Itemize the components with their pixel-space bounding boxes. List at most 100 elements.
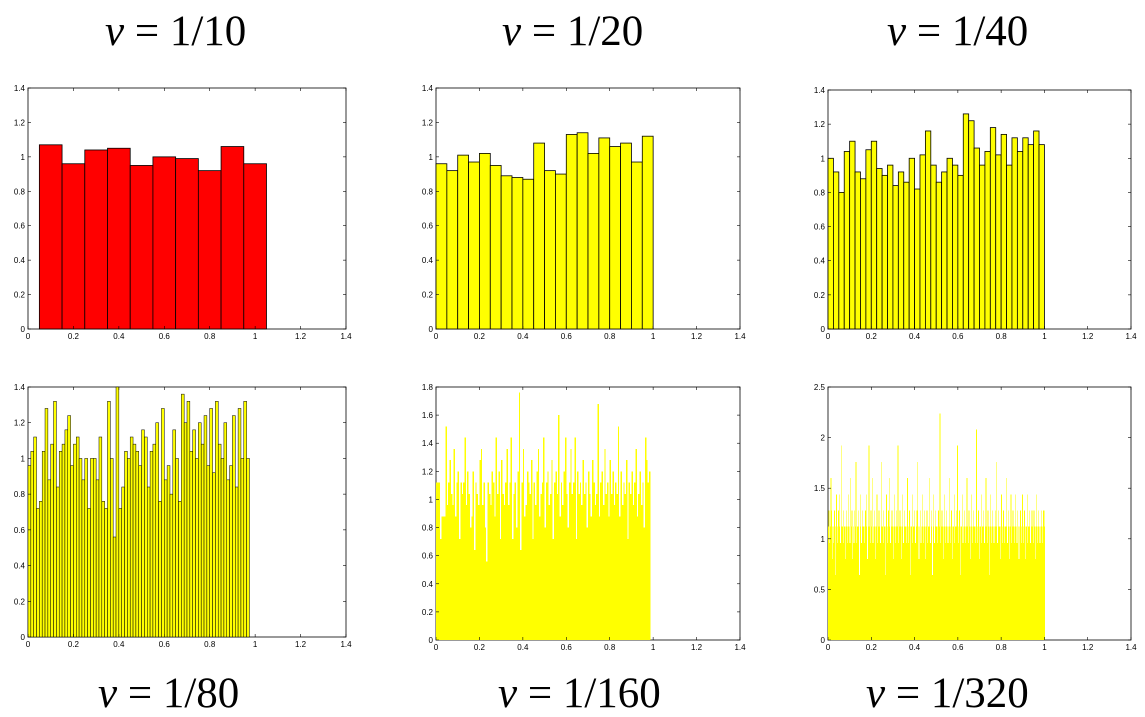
x-tick-label: 1.4 <box>734 332 746 341</box>
histogram-bar <box>555 173 567 330</box>
histogram-bar <box>842 542 844 640</box>
histogram-bar <box>563 471 565 640</box>
histogram-bar <box>941 171 948 330</box>
x-tick-label: 1.4 <box>340 332 352 341</box>
histogram-bar <box>220 146 245 330</box>
histogram-bar <box>152 156 177 330</box>
histogram-bar <box>498 471 500 640</box>
y-tick-label: 0 <box>429 636 434 645</box>
histogram-bar <box>144 436 148 638</box>
histogram-bar <box>1035 526 1037 640</box>
histogram-bar <box>70 465 74 638</box>
histogram-bar <box>871 478 873 640</box>
histogram-bar <box>943 526 945 640</box>
histogram-bar <box>966 478 968 640</box>
histogram-bar <box>576 132 589 330</box>
histogram-bar <box>84 149 108 330</box>
histogram-bar <box>905 526 906 640</box>
histogram-bar <box>232 415 236 638</box>
histogram-bar <box>907 526 909 640</box>
histogram-bar <box>596 493 598 640</box>
histogram-bar <box>1036 542 1038 640</box>
histogram-bar <box>919 526 920 640</box>
histogram-bar <box>969 526 971 640</box>
histogram-bar <box>835 575 837 640</box>
histogram-bar <box>593 482 595 640</box>
histogram-bar <box>843 510 845 640</box>
histogram-bar <box>1038 510 1040 640</box>
histogram-bar <box>1020 510 1021 640</box>
histogram-bar <box>975 526 977 640</box>
histogram-bar <box>630 493 632 640</box>
histogram-bar <box>186 401 191 638</box>
histogram-bar <box>990 542 992 640</box>
histogram-bar <box>198 422 202 638</box>
histogram-bar <box>1032 542 1034 640</box>
histogram-bar <box>58 451 63 638</box>
histogram-bar <box>892 526 893 640</box>
histogram-bar <box>890 526 892 640</box>
histogram-bar <box>212 472 216 638</box>
bars <box>828 413 1046 640</box>
histogram-bar <box>641 135 654 330</box>
histogram-bar <box>620 471 622 640</box>
x-tick-label: 1.2 <box>295 332 307 341</box>
histogram-bar <box>953 494 955 640</box>
histogram-bar <box>959 510 960 640</box>
histogram-bar <box>957 542 959 640</box>
y-tick-label: 0.6 <box>422 222 434 231</box>
histogram-bar <box>1007 542 1008 640</box>
histogram-bar <box>880 542 881 640</box>
histogram-bar <box>161 408 165 638</box>
histogram-bar <box>460 482 462 640</box>
histogram-bar <box>101 501 105 638</box>
histogram-v-1-160: 0 0.2 0.4 0.6 0.8 1 1.2 1.4 0 0.2 0.4 0.6 0.8 1 1.2 1.4… <box>422 383 746 652</box>
histogram-bar <box>76 436 80 638</box>
x-tick-label: 0.4 <box>113 640 125 649</box>
histogram-bar <box>827 157 834 330</box>
histogram-bar <box>571 493 574 640</box>
histogram-bar <box>616 493 618 640</box>
histogram-bar <box>639 471 641 640</box>
histogram-bar <box>554 482 556 640</box>
histogram-bar <box>880 526 882 640</box>
histogram-bar <box>1003 526 1005 640</box>
histogram-bar <box>983 526 985 640</box>
histogram-bar <box>918 559 920 640</box>
histogram-bar <box>1026 494 1028 640</box>
histogram-bar <box>209 408 213 638</box>
panel-label-v-1-160: v = 1/160 <box>498 670 661 717</box>
histogram-bar <box>914 188 921 330</box>
histogram-bar <box>1044 510 1046 640</box>
histogram-bar <box>855 526 856 640</box>
histogram-bar <box>494 516 496 640</box>
histogram-bar <box>503 505 506 640</box>
histogram-bar <box>833 171 840 330</box>
y-tick-label: 0.6 <box>14 526 26 535</box>
histogram-bar <box>518 392 521 640</box>
y-tick-label: 0.6 <box>814 223 826 232</box>
x-tick-label: 1 <box>1042 643 1047 652</box>
histogram-bar <box>480 448 483 640</box>
x-tick-label: 1 <box>651 332 656 341</box>
histogram-bar <box>579 482 582 640</box>
y-tick-label: 0.5 <box>814 585 826 594</box>
histogram-bar <box>946 157 953 330</box>
histogram-bar <box>456 482 458 640</box>
histogram-bar <box>996 461 998 640</box>
histogram-bar <box>478 505 480 640</box>
histogram-bar <box>1022 526 1024 640</box>
histogram-bar <box>947 526 948 640</box>
histogram-bar <box>941 510 943 640</box>
histogram-bar <box>1000 526 1002 640</box>
histogram-bar <box>867 526 869 640</box>
x-tick-label: 0.6 <box>952 643 964 652</box>
histogram-bar <box>529 493 531 640</box>
histogram-bar <box>951 510 952 640</box>
histogram-bar <box>566 493 568 640</box>
histogram-bar <box>41 451 46 638</box>
histogram-bar <box>863 526 864 640</box>
x-tick-label: 1.2 <box>1082 332 1094 341</box>
histogram-bar <box>938 510 939 640</box>
histogram-bar <box>986 526 987 640</box>
